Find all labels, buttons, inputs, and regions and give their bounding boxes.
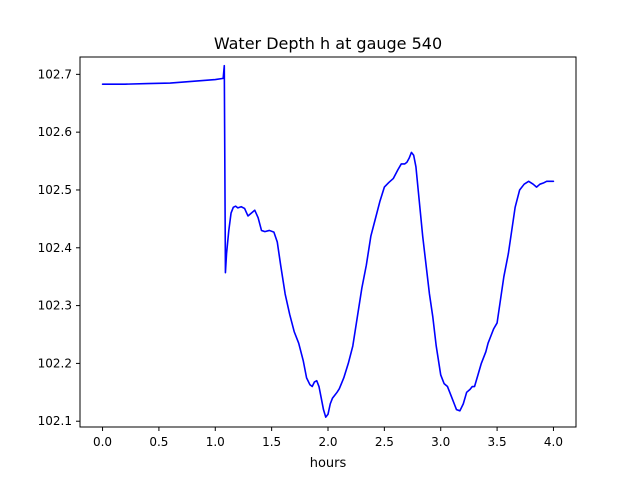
y-tick-label: 102.1	[38, 414, 72, 428]
y-tick-label: 102.3	[38, 299, 72, 313]
x-tick-label: 0.5	[149, 435, 168, 449]
y-tick-label: 102.7	[38, 67, 72, 81]
series-line-1	[101, 64, 555, 418]
y-axis-ticks: 102.1 102.2 102.3 102.4 102.5 102.6 102.7	[38, 67, 80, 428]
y-tick-label: 102.6	[38, 125, 72, 139]
series-layer	[101, 64, 555, 418]
x-tick-label: 1.0	[206, 435, 225, 449]
x-tick-label: 1.5	[262, 435, 281, 449]
x-tick-label: 2.5	[375, 435, 394, 449]
y-tick-label: 102.5	[38, 183, 72, 197]
x-tick-label: 2.0	[318, 435, 337, 449]
x-axis-ticks: 0.0 0.5 1.0 1.5 2.0 2.5 3.0 3.5 4.0	[93, 427, 563, 449]
y-tick-label: 102.2	[38, 356, 72, 370]
y-tick-label: 102.4	[38, 241, 72, 255]
x-tick-label: 4.0	[544, 435, 563, 449]
x-axis-label: hours	[310, 456, 347, 471]
x-tick-label: 3.5	[488, 435, 507, 449]
x-tick-label: 0.0	[93, 435, 112, 449]
x-tick-label: 3.0	[431, 435, 450, 449]
chart-title: Water Depth h at gauge 540	[214, 34, 442, 53]
